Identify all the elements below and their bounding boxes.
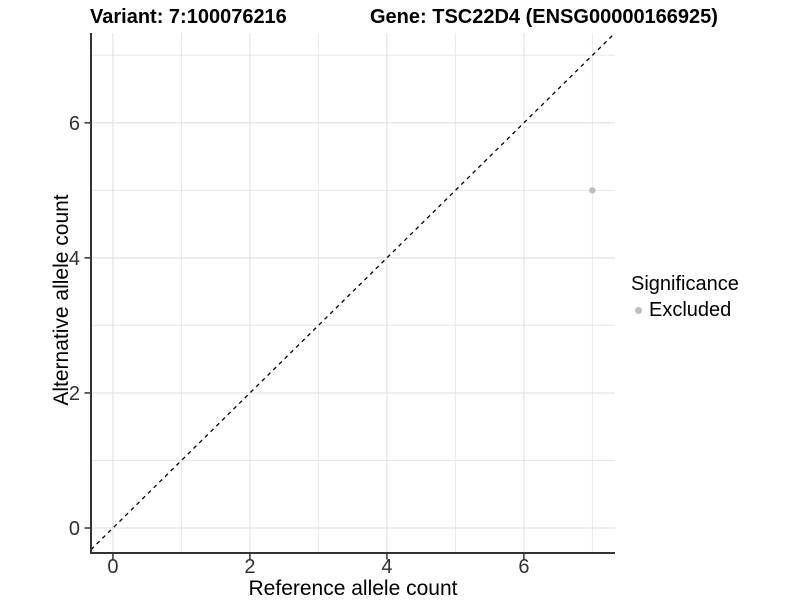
legend-item-label: Excluded bbox=[649, 299, 732, 321]
x-tick-label: 0 bbox=[107, 556, 118, 578]
legend-title: Significance bbox=[631, 273, 739, 295]
x-tick-label: 2 bbox=[244, 556, 255, 578]
identity-line bbox=[90, 32, 616, 551]
y-tick-label: 2 bbox=[69, 383, 80, 405]
y-tick-label: 0 bbox=[69, 518, 80, 540]
y-tick-label: 6 bbox=[69, 113, 80, 135]
plot-title-gene: Gene: TSC22D4 (ENSG00000166925) bbox=[370, 6, 718, 28]
x-axis-label: Reference allele count bbox=[248, 577, 458, 600]
y-axis-label: Alternative allele count bbox=[50, 194, 73, 406]
x-tick-label: 4 bbox=[381, 556, 392, 578]
x-tick-label: 6 bbox=[518, 556, 529, 578]
data-point-excluded bbox=[589, 187, 596, 194]
legend-item-excluded: Excluded bbox=[631, 299, 739, 322]
legend: Significance Excluded bbox=[631, 273, 739, 322]
y-tick-label: 4 bbox=[69, 248, 80, 270]
legend-point-icon bbox=[635, 307, 642, 314]
plot-title-variant: Variant: 7:100076216 bbox=[90, 6, 287, 28]
